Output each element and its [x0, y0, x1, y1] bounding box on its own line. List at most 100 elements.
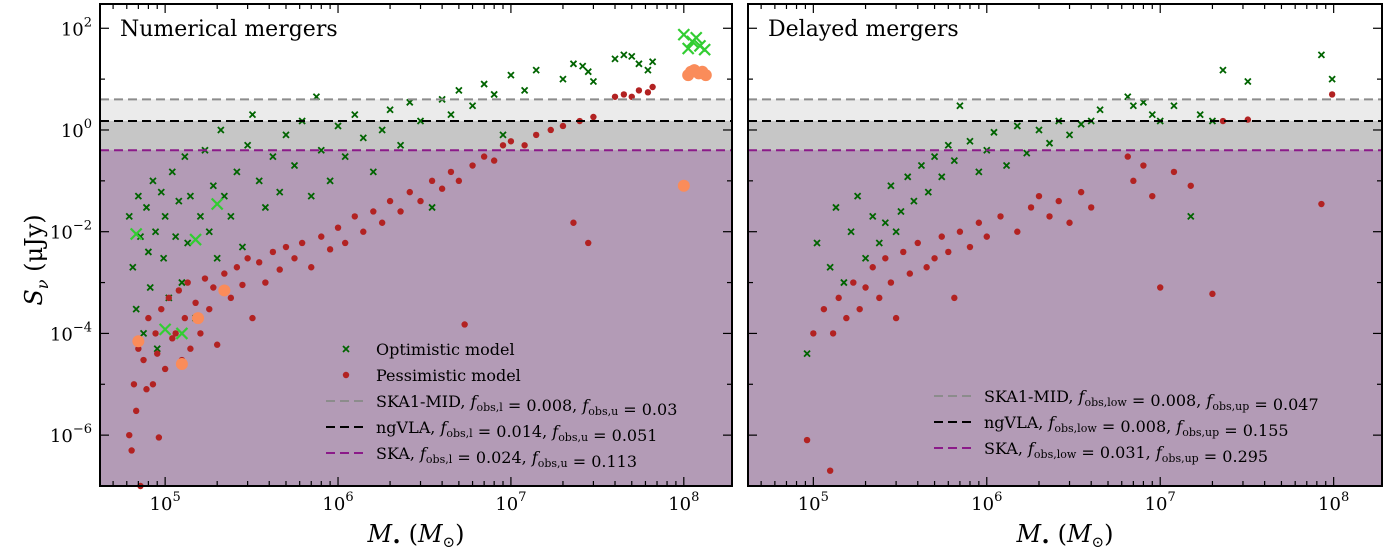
- y-axis: 10−6 10−4 10−2 100 102: [50, 15, 732, 487]
- data-point: [1328, 75, 1336, 83]
- data-point: [130, 381, 138, 388]
- y-axis: [748, 27, 1382, 487]
- data-point: [677, 179, 690, 192]
- data-point: [341, 152, 349, 161]
- legend: SKA1-MID, fobs,low = 0.008, fobs,up = 0.…: [934, 387, 1319, 466]
- data-point: [210, 284, 217, 291]
- data-point: [129, 227, 143, 241]
- data-point: [144, 248, 153, 256]
- numerical-mergers-panel: 105 106 107 108 10−6 10−4 10−2 100 102 Numerical …: [50, 3, 733, 549]
- data-point: [143, 386, 150, 393]
- y-tick-label: 10−4: [50, 320, 92, 345]
- x-axis: 105 106 107 108: [760, 4, 1349, 515]
- data-point: [351, 213, 358, 220]
- data-point: [168, 168, 176, 176]
- data-point: [165, 294, 172, 302]
- data-point: [876, 294, 883, 302]
- data-point: [826, 467, 834, 474]
- data-point: [140, 356, 147, 364]
- x-tick-label: 108: [668, 490, 699, 515]
- data-point: [826, 263, 834, 271]
- data-point: [589, 77, 598, 86]
- data-point: [904, 173, 912, 181]
- data-point: [206, 305, 213, 313]
- data-point: [881, 219, 889, 227]
- data-point: [132, 407, 140, 415]
- data-point: [447, 168, 455, 176]
- sensitivity-band-ska: [100, 150, 732, 486]
- data-point: [813, 239, 821, 247]
- data-point: [318, 233, 325, 240]
- data-point: [820, 305, 828, 313]
- data-point: [125, 212, 133, 221]
- data-point: [1170, 102, 1178, 110]
- data-point: [227, 212, 235, 221]
- data-point: [186, 192, 195, 200]
- legend-marker-x: [342, 345, 350, 353]
- data-point: [146, 283, 154, 292]
- data-point: [262, 279, 269, 286]
- data-point: [351, 111, 359, 119]
- data-point: [139, 329, 148, 338]
- data-point: [689, 31, 703, 45]
- data-point: [145, 314, 152, 322]
- x-axis: 105 106 107 108: [112, 4, 699, 515]
- data-point: [1140, 162, 1147, 169]
- legend: Optimistic model Pessimistic model SKA1-MI…: [326, 340, 677, 471]
- data-point: [209, 182, 217, 190]
- data-point: [172, 330, 179, 337]
- data-point: [217, 126, 225, 134]
- data-point: [369, 168, 377, 176]
- legend-label: SKA, fobs,low = 0.031, fobs,up = 0.295: [984, 439, 1268, 466]
- data-point: [917, 161, 926, 170]
- data-point: [192, 312, 205, 325]
- data-point: [983, 233, 990, 240]
- data-point: [238, 243, 247, 251]
- data-point: [810, 330, 817, 337]
- data-point: [181, 152, 189, 161]
- data-point: [326, 177, 334, 185]
- data-point: [155, 434, 163, 441]
- data-point: [397, 208, 404, 215]
- data-point: [326, 246, 334, 253]
- data-point: [227, 294, 235, 302]
- data-point: [520, 86, 529, 95]
- data-point: [196, 212, 205, 221]
- data-point: [966, 243, 974, 251]
- data-point: [244, 255, 251, 262]
- data-point: [455, 177, 463, 185]
- x-tick-label: 108: [1318, 490, 1349, 515]
- data-point: [882, 255, 889, 262]
- data-point: [334, 122, 342, 130]
- data-point: [261, 203, 270, 212]
- series-optimistic-model: [803, 51, 1336, 358]
- data-point: [649, 83, 656, 91]
- data-point: [249, 314, 256, 322]
- data-point: [490, 157, 498, 164]
- data-point: [1317, 51, 1326, 59]
- data-point: [158, 305, 165, 313]
- data-point: [559, 122, 567, 130]
- data-point: [132, 305, 140, 313]
- data-point: [956, 102, 964, 110]
- data-point: [334, 224, 342, 231]
- data-point: [1124, 153, 1131, 160]
- data-point: [291, 255, 298, 262]
- data-point: [1045, 139, 1054, 147]
- data-point: [221, 270, 228, 277]
- data-point: [950, 156, 958, 165]
- data-point: [134, 192, 142, 200]
- data-point: [370, 208, 377, 215]
- data-point: [1013, 122, 1021, 130]
- data-point: [378, 126, 386, 134]
- data-point: [187, 345, 194, 352]
- data-point: [1219, 117, 1227, 125]
- data-point: [611, 55, 619, 63]
- data-point: [900, 248, 907, 256]
- data-point: [175, 358, 188, 371]
- data-point: [158, 323, 172, 336]
- data-point: [945, 248, 952, 256]
- data-point: [1187, 182, 1194, 189]
- data-point: [1148, 111, 1156, 119]
- data-point: [628, 93, 635, 100]
